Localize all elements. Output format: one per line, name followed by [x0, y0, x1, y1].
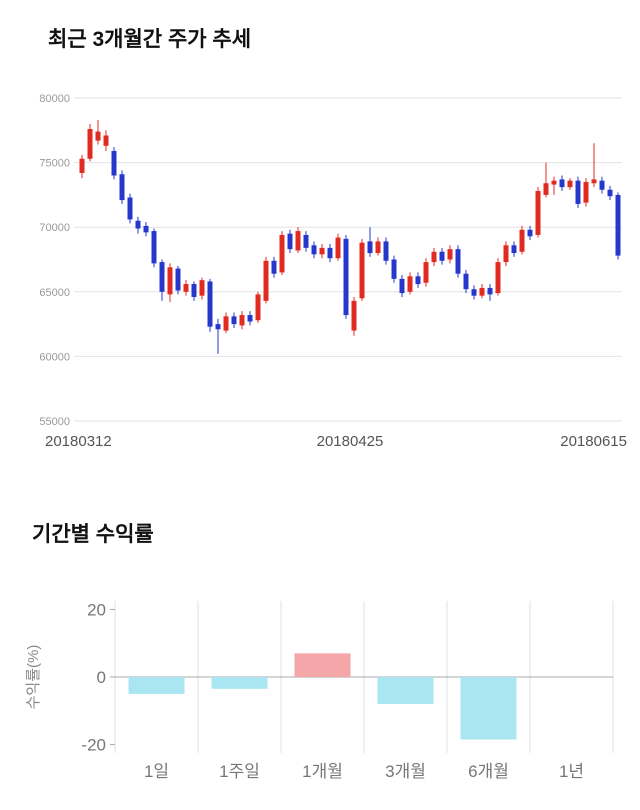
candle-up	[87, 129, 93, 159]
y-tick-label: 0	[97, 668, 106, 687]
candle-up	[167, 267, 173, 295]
candle-up	[583, 181, 589, 203]
y-tick-label: 60000	[39, 351, 70, 363]
x-category-label: 1일	[144, 762, 169, 781]
y-axis-label: 수익률(%)	[25, 645, 42, 710]
candle-up	[79, 158, 85, 173]
candle-down	[207, 281, 213, 327]
candle-down	[119, 174, 125, 201]
candle-down	[303, 234, 309, 248]
y-tick-label: 55000	[39, 416, 70, 428]
candle-up	[223, 316, 229, 331]
candle-down	[471, 289, 477, 296]
candle-up	[495, 262, 501, 294]
y-tick-label: -20	[81, 736, 106, 755]
candle-up	[431, 251, 437, 263]
y-tick-label: 75000	[39, 158, 70, 170]
x-category-label: 1년	[559, 762, 584, 781]
candle-down	[327, 247, 333, 259]
price-trend-section: 최근 3개월간 주가 추세 80000 75000 70000 65000 60000 5…	[0, 28, 640, 461]
x-category-label: 6개월	[468, 762, 509, 781]
candle-down	[439, 251, 445, 261]
candle-up	[103, 135, 109, 146]
candle-up	[239, 315, 245, 326]
candle-up	[319, 247, 325, 255]
price-chart-title: 최근 3개월간 주가 추세	[48, 28, 252, 51]
candle-down	[143, 225, 149, 233]
returns-section: 기간별 수익률 20 0 -20 1일 1주일 1개월 3개월 6개월 1년 수익률(%)	[0, 523, 640, 795]
y-tick-label: 20	[87, 600, 106, 619]
candle-down	[271, 260, 277, 274]
x-tick-label: 20180615	[560, 433, 627, 450]
candle-down	[311, 245, 317, 255]
candle-down	[415, 276, 421, 285]
y-tick-label: 80000	[39, 93, 70, 105]
candle-down	[135, 220, 141, 229]
negative-return-bar	[128, 677, 185, 694]
candle-down	[559, 179, 565, 188]
candle-up	[279, 234, 285, 273]
candle-up	[543, 183, 549, 195]
candle-down	[287, 233, 293, 250]
candle-up	[263, 260, 269, 301]
candle-down	[215, 324, 221, 330]
candle-up	[407, 276, 413, 292]
candle-up	[479, 287, 485, 296]
y-tick-label: 65000	[39, 287, 70, 299]
candle-down	[527, 229, 533, 237]
positive-return-bar	[294, 653, 351, 677]
candle-down	[231, 316, 237, 325]
candle-down	[175, 268, 181, 291]
candle-up	[423, 262, 429, 283]
negative-return-bar	[377, 677, 434, 705]
candle-down	[455, 249, 461, 274]
candle-down	[159, 262, 165, 292]
candle-down	[191, 284, 197, 297]
x-category-label: 1주일	[219, 762, 260, 781]
candle-up	[591, 179, 597, 184]
candle-up	[295, 231, 301, 251]
candle-up	[351, 300, 357, 331]
candle-down	[511, 245, 517, 254]
x-tick-label: 20180425	[317, 433, 384, 450]
candle-down	[391, 259, 397, 279]
candle-down	[615, 194, 621, 256]
returns-chart-title: 기간별 수익률	[32, 523, 154, 546]
y-tick-label: 70000	[39, 222, 70, 234]
candle-up	[503, 245, 509, 263]
candle-down	[599, 180, 605, 190]
x-category-label: 1개월	[302, 762, 343, 781]
candle-up	[535, 191, 541, 235]
candle-up	[519, 229, 525, 252]
negative-return-bar	[460, 677, 517, 740]
candle-down	[247, 315, 253, 322]
candle-up	[551, 180, 557, 185]
candle-down	[487, 287, 493, 295]
candle-down	[399, 278, 405, 294]
candlestick-chart: 80000 75000 70000 65000 60000 55000 20180312 20…	[39, 93, 627, 450]
candle-up	[335, 237, 341, 259]
candle-up	[359, 242, 365, 299]
candle-up	[183, 284, 189, 292]
candle-up	[199, 280, 205, 296]
candle-down	[575, 180, 581, 204]
candle-down	[343, 238, 349, 316]
candle-down	[607, 189, 613, 197]
x-category-label: 3개월	[385, 762, 426, 781]
returns-bar-chart: 20 0 -20 1일 1주일 1개월 3개월 6개월 1년 수익률(%)	[25, 600, 614, 781]
candle-down	[127, 197, 133, 220]
candle-up	[255, 294, 261, 321]
candle-up	[447, 249, 453, 260]
candle-down	[383, 241, 389, 261]
candle-down	[151, 231, 157, 264]
x-tick-label: 20180312	[45, 433, 112, 450]
candle-up	[567, 180, 573, 188]
candle-down	[367, 241, 373, 254]
candle-up	[375, 241, 381, 254]
candle-down	[111, 150, 117, 176]
negative-return-bar	[211, 677, 268, 689]
candle-down	[463, 273, 469, 290]
candle-up	[95, 131, 101, 141]
